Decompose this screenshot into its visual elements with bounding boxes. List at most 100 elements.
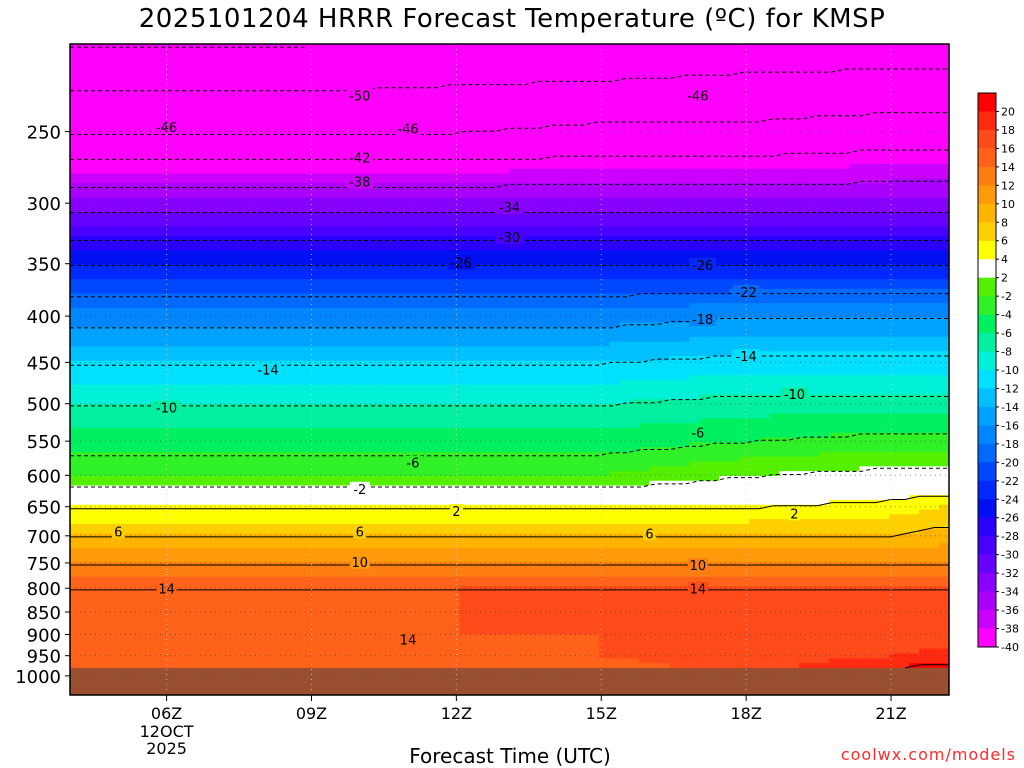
temperature-cell — [369, 255, 381, 261]
temperature-cell — [259, 629, 271, 635]
temperature-cell — [419, 288, 431, 295]
temperature-cell — [429, 490, 441, 496]
temperature-cell — [369, 619, 381, 626]
temperature-cell — [199, 144, 211, 151]
temperature-cell — [419, 466, 431, 472]
temperature-cell — [349, 115, 361, 122]
temperature-cell — [189, 643, 201, 650]
temperature-cell — [119, 202, 131, 208]
temperature-cell — [369, 591, 381, 597]
temperature-cell — [409, 629, 421, 635]
temperature-cell — [429, 595, 441, 602]
temperature-cell — [349, 384, 361, 391]
temperature-cell — [409, 624, 421, 631]
temperature-cell — [369, 394, 381, 400]
temperature-cell — [159, 216, 171, 223]
temperature-cell — [329, 125, 341, 131]
temperature-cell — [429, 648, 441, 655]
temperature-cell — [139, 581, 151, 587]
temperature-cell — [389, 72, 401, 79]
temperature-cell — [189, 96, 201, 103]
temperature-cell — [299, 634, 311, 640]
temperature-cell — [319, 82, 331, 88]
temperature-cell — [239, 634, 251, 640]
temperature-cell — [229, 168, 241, 175]
temperature-cell — [389, 77, 401, 83]
temperature-cell — [299, 471, 311, 477]
temperature-cell — [79, 442, 91, 448]
temperature-cell — [70, 259, 81, 266]
temperature-cell — [299, 567, 311, 573]
temperature-cell — [379, 567, 391, 573]
temperature-cell — [429, 528, 441, 535]
temperature-cell — [169, 394, 181, 400]
temperature-cell — [209, 538, 221, 544]
temperature-cell — [249, 255, 261, 261]
temperature-cell — [289, 255, 301, 261]
temperature-cell — [319, 557, 331, 563]
temperature-cell — [139, 235, 151, 242]
temperature-cell — [79, 413, 91, 419]
temperature-cell — [89, 207, 101, 213]
temperature-cell — [319, 591, 331, 597]
temperature-cell — [249, 504, 261, 511]
temperature-cell — [279, 442, 291, 448]
temperature-cell — [339, 336, 351, 343]
temperature-cell — [129, 298, 141, 304]
temperature-cell — [119, 87, 131, 93]
temperature-cell — [429, 264, 441, 271]
temperature-cell — [329, 639, 341, 645]
temperature-cell — [189, 648, 201, 655]
temperature-cell — [439, 605, 451, 611]
temperature-cell — [329, 605, 341, 611]
temperature-cell — [249, 581, 261, 587]
temperature-cell — [169, 77, 181, 83]
temperature-cell — [159, 82, 171, 88]
temperature-cell — [129, 264, 141, 271]
temperature-cell — [169, 269, 181, 275]
temperature-cell — [189, 653, 201, 659]
temperature-cell — [99, 403, 111, 410]
temperature-cell — [339, 211, 351, 218]
temperature-cell — [149, 538, 161, 544]
temperature-cell — [309, 269, 321, 275]
temperature-cell — [359, 648, 371, 655]
temperature-cell — [119, 567, 131, 573]
temperature-cell — [89, 389, 101, 395]
temperature-cell — [309, 514, 321, 520]
temperature-cell — [70, 139, 81, 146]
temperature-cell — [329, 207, 341, 213]
temperature-cell — [299, 384, 311, 391]
temperature-cell — [339, 48, 351, 55]
temperature-cell — [89, 519, 101, 525]
temperature-cell — [99, 163, 111, 170]
temperature-cell — [239, 120, 251, 127]
temperature-cell — [279, 139, 291, 146]
temperature-cell — [429, 653, 441, 659]
temperature-cell — [309, 490, 321, 496]
temperature-cell — [289, 547, 301, 554]
temperature-cell — [249, 111, 261, 117]
temperature-cell — [339, 456, 351, 463]
temperature-cell — [399, 269, 411, 275]
temperature-cell — [149, 451, 161, 458]
temperature-cell — [259, 591, 271, 597]
temperature-cell — [289, 235, 301, 242]
temperature-cell — [409, 557, 421, 563]
temperature-cell — [419, 379, 431, 386]
temperature-cell — [169, 451, 181, 458]
temperature-cell — [339, 221, 351, 227]
temperature-cell — [329, 643, 341, 650]
temperature-cell — [249, 528, 261, 535]
temperature-cell — [389, 298, 401, 304]
temperature-cell — [159, 629, 171, 635]
temperature-cell — [449, 58, 461, 64]
temperature-cell — [299, 322, 311, 328]
temperature-cell — [199, 427, 211, 434]
temperature-cell — [349, 547, 361, 554]
temperature-cell — [299, 96, 311, 103]
temperature-cell — [329, 63, 341, 69]
temperature-cell — [149, 442, 161, 448]
temperature-cell — [189, 259, 201, 266]
temperature-cell — [349, 44, 361, 50]
